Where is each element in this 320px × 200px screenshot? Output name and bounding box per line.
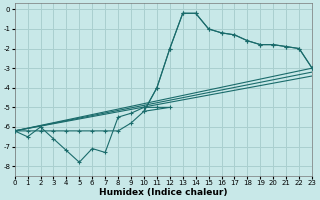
X-axis label: Humidex (Indice chaleur): Humidex (Indice chaleur) — [99, 188, 228, 197]
